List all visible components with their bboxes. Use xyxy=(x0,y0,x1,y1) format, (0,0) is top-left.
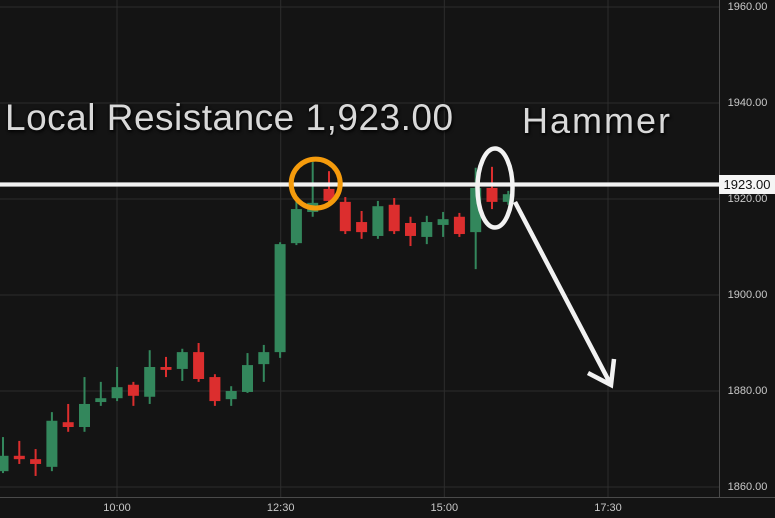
hammer-ellipse-annotation[interactable] xyxy=(475,146,515,230)
resistance-annotation-label[interactable]: Local Resistance 1,923.00 xyxy=(5,97,454,138)
candle-body xyxy=(62,422,74,427)
candle-body xyxy=(405,223,416,236)
candle-body xyxy=(437,219,449,225)
price-tick-label: 1860.00 xyxy=(727,481,768,493)
resistance-line[interactable] xyxy=(0,182,719,187)
candle-body xyxy=(111,387,123,399)
price-tick-label: 1900.00 xyxy=(727,289,768,301)
candle-body xyxy=(356,222,368,233)
time-tick-label: 17:30 xyxy=(594,502,622,514)
candle-body xyxy=(30,459,42,464)
price-tick-label: 1920.00 xyxy=(727,193,768,205)
candle-body xyxy=(79,403,90,427)
candle-body xyxy=(160,367,172,370)
price-axis[interactable]: 1960.00 1940.00 1920.00 1900.00 1880.00 1860.… xyxy=(719,0,775,518)
candle-body xyxy=(421,222,433,237)
candle-body xyxy=(176,352,188,369)
time-tick-label: 15:00 xyxy=(430,502,459,514)
candle-body xyxy=(127,384,139,396)
candle-body xyxy=(225,391,237,400)
candle-body xyxy=(486,187,498,202)
orange-circle-annotation[interactable] xyxy=(288,156,343,211)
hammer-annotation-label[interactable]: Hammer xyxy=(522,100,673,141)
resistance-price-label: 1923.00 xyxy=(719,175,775,194)
candle-body xyxy=(502,194,514,202)
candle-body xyxy=(372,206,384,236)
time-tick-label: 10:00 xyxy=(103,502,131,514)
candle-body xyxy=(13,455,25,460)
candle-body xyxy=(258,352,270,365)
candle-body xyxy=(388,204,400,232)
candle-body xyxy=(209,377,221,402)
candle-body xyxy=(95,398,107,403)
candle-body xyxy=(46,420,58,467)
down-arrow-annotation[interactable] xyxy=(513,200,617,389)
candle-body xyxy=(290,209,302,244)
candle-body xyxy=(470,187,482,233)
candle-body xyxy=(339,201,351,232)
candle-body xyxy=(193,352,205,379)
time-tick-label: 12:30 xyxy=(266,502,295,514)
time-axis[interactable]: 10:00 12:30 15:00 17:30 xyxy=(0,497,775,518)
candle-body xyxy=(0,455,9,472)
candle-body xyxy=(453,216,465,235)
price-tick-label: 1880.00 xyxy=(727,385,768,397)
candle-body xyxy=(323,188,335,201)
candle-body xyxy=(242,365,253,392)
price-tick-label: 1960.00 xyxy=(727,1,768,13)
candle-body xyxy=(144,367,156,397)
candle-body xyxy=(274,244,286,353)
price-tick-label: 1940.00 xyxy=(727,97,768,109)
